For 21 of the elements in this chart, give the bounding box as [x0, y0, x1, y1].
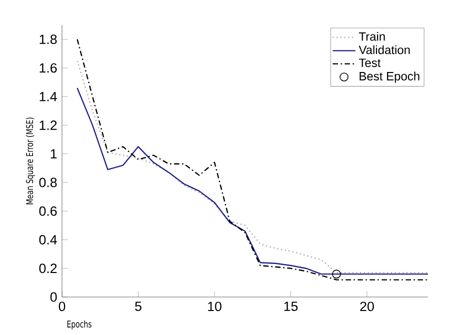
y-tick-label: 0.8 — [39, 178, 57, 188]
x-tick-label: 15 — [284, 302, 298, 311]
legend-label: Validation — [358, 45, 410, 54]
y-tick-label: 0 — [50, 292, 57, 302]
x-tick-label: 0 — [58, 302, 66, 312]
y-tick-label: 0.2 — [39, 264, 57, 274]
x-tick-label: 5 — [135, 302, 142, 311]
x-tick-label: 20 — [360, 302, 374, 312]
x-axis-title: Epochs — [67, 320, 92, 330]
y-axis-title: Mean Square Error (MSE) — [26, 118, 35, 204]
y-tick-label: 1.8 — [40, 34, 57, 44]
legend-label: Test — [358, 58, 381, 68]
y-tick-label: 1.2 — [40, 120, 57, 130]
legend-label: Best Epoch — [360, 72, 420, 83]
y-tick-label: 1.6 — [40, 63, 57, 73]
y-tick-label: 0.6 — [39, 206, 57, 216]
y-tick-label: 1 — [50, 149, 57, 158]
y-tick-label: 0.4 — [39, 235, 57, 244]
legend-label: Train — [358, 32, 385, 41]
y-tick-label: 1.4 — [40, 92, 57, 102]
x-tick-label: 10 — [208, 302, 222, 312]
